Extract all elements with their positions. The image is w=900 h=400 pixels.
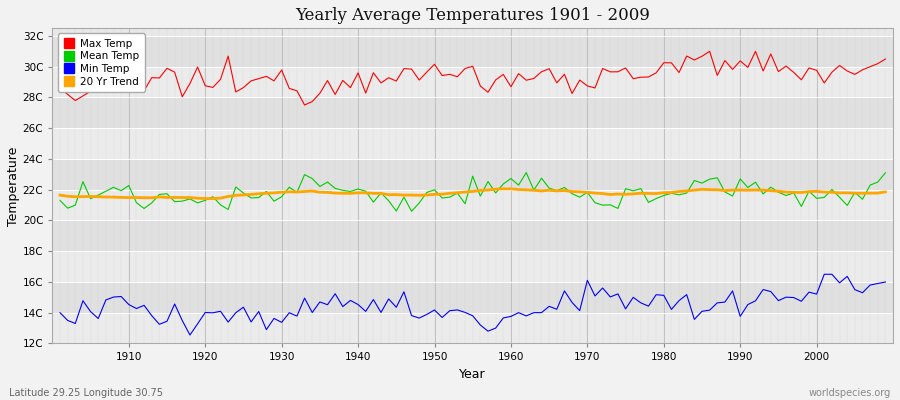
Max Temp xyxy=(284,86,294,91)
Max Temp xyxy=(880,57,891,62)
Mean Temp xyxy=(55,198,66,203)
Bar xyxy=(52,190,893,220)
Bar xyxy=(52,98,893,128)
Mean Temp xyxy=(329,186,340,191)
Min Temp xyxy=(116,294,127,299)
Max Temp xyxy=(704,49,715,54)
Max Temp xyxy=(513,71,524,76)
Mean Temp xyxy=(116,188,127,193)
Line: Mean Temp: Mean Temp xyxy=(60,172,886,211)
Min Temp xyxy=(338,304,348,309)
Line: Min Temp: Min Temp xyxy=(60,274,886,335)
Bar xyxy=(52,251,893,282)
Line: 20 Yr Trend: 20 Yr Trend xyxy=(60,189,886,198)
Min Temp xyxy=(819,272,830,277)
Max Temp xyxy=(116,68,127,73)
20 Yr Trend xyxy=(208,196,219,201)
Legend: Max Temp, Mean Temp, Min Temp, 20 Yr Trend: Max Temp, Mean Temp, Min Temp, 20 Yr Tre… xyxy=(58,34,145,92)
Min Temp xyxy=(55,310,66,315)
Min Temp xyxy=(184,332,195,337)
Y-axis label: Temperature: Temperature xyxy=(7,146,20,226)
Max Temp xyxy=(299,103,310,108)
Title: Yearly Average Temperatures 1901 - 2009: Yearly Average Temperatures 1901 - 2009 xyxy=(295,7,650,24)
20 Yr Trend xyxy=(116,195,127,200)
Mean Temp xyxy=(880,170,891,175)
20 Yr Trend xyxy=(55,193,66,198)
Mean Temp xyxy=(521,170,532,175)
Mean Temp xyxy=(406,209,417,214)
Bar xyxy=(52,36,893,67)
Mean Temp xyxy=(506,176,517,181)
Bar xyxy=(52,282,893,313)
Mean Temp xyxy=(513,183,524,188)
Max Temp xyxy=(506,84,517,89)
Bar xyxy=(52,220,893,251)
Min Temp xyxy=(292,314,302,318)
Max Temp xyxy=(55,86,66,91)
20 Yr Trend xyxy=(513,187,524,192)
20 Yr Trend xyxy=(521,188,532,192)
Bar xyxy=(52,67,893,98)
Min Temp xyxy=(513,310,524,315)
Bar xyxy=(52,128,893,159)
X-axis label: Year: Year xyxy=(459,368,486,381)
20 Yr Trend xyxy=(292,190,302,194)
Mean Temp xyxy=(613,206,624,211)
Line: Max Temp: Max Temp xyxy=(60,51,886,105)
Text: Latitude 29.25 Longitude 30.75: Latitude 29.25 Longitude 30.75 xyxy=(9,388,163,398)
Bar xyxy=(52,313,893,344)
Bar xyxy=(52,159,893,190)
Min Temp xyxy=(506,314,517,319)
Max Temp xyxy=(338,78,348,83)
20 Yr Trend xyxy=(613,192,624,196)
20 Yr Trend xyxy=(506,186,517,191)
Min Temp xyxy=(880,280,891,284)
20 Yr Trend xyxy=(880,190,891,194)
Max Temp xyxy=(605,70,616,74)
Text: worldspecies.org: worldspecies.org xyxy=(809,388,891,398)
Mean Temp xyxy=(284,185,294,190)
Min Temp xyxy=(605,294,616,299)
20 Yr Trend xyxy=(338,191,348,196)
